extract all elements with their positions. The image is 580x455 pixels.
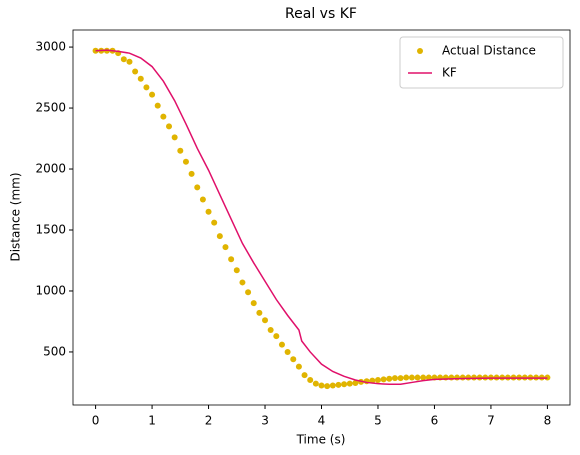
point xyxy=(256,309,263,316)
point xyxy=(425,374,432,381)
point xyxy=(120,56,127,63)
x-tick-label: 6 xyxy=(431,414,439,428)
point xyxy=(374,377,381,383)
x-tick-label: 5 xyxy=(374,414,382,428)
point xyxy=(290,356,297,363)
point xyxy=(414,374,421,381)
point xyxy=(335,381,342,388)
point xyxy=(386,375,393,382)
point xyxy=(465,374,472,381)
point xyxy=(391,375,398,382)
x-tick-label: 2 xyxy=(205,414,213,428)
point xyxy=(312,380,319,387)
point xyxy=(318,382,325,389)
point xyxy=(177,147,184,154)
x-tick-label: 7 xyxy=(487,414,495,428)
y-tick-label: 500 xyxy=(43,344,66,358)
point xyxy=(369,377,376,384)
point xyxy=(420,374,427,381)
point xyxy=(459,374,466,381)
point xyxy=(329,382,336,389)
y-tick-label: 1500 xyxy=(35,223,66,237)
point xyxy=(352,380,359,387)
point xyxy=(278,341,285,348)
point xyxy=(126,58,133,65)
point xyxy=(137,75,144,82)
point xyxy=(222,244,229,251)
point xyxy=(132,68,139,75)
point xyxy=(250,300,257,307)
chart-title: Real vs KF xyxy=(285,6,357,22)
point xyxy=(182,158,189,165)
point xyxy=(403,374,410,381)
point xyxy=(160,113,167,120)
legend-marker xyxy=(417,48,423,54)
y-tick-label: 1000 xyxy=(35,283,66,297)
y-tick-label: 3000 xyxy=(35,40,66,54)
point xyxy=(205,208,212,215)
point xyxy=(397,375,404,382)
point xyxy=(324,383,331,390)
point xyxy=(199,196,206,203)
point xyxy=(307,377,314,383)
y-axis-label: Distance (mm) xyxy=(9,172,23,261)
y-tick-label: 2000 xyxy=(35,162,66,176)
line xyxy=(95,49,548,386)
x-tick-label: 4 xyxy=(318,414,326,428)
legend-label: KF xyxy=(442,66,457,80)
point xyxy=(211,219,218,226)
point xyxy=(194,184,201,191)
point xyxy=(273,333,280,340)
point xyxy=(239,279,246,286)
point xyxy=(143,84,150,91)
point xyxy=(346,380,353,387)
point xyxy=(470,374,477,381)
y-tick-label: 2500 xyxy=(35,101,66,115)
point xyxy=(216,233,223,240)
point xyxy=(171,134,178,141)
point xyxy=(166,123,173,130)
point xyxy=(454,374,461,381)
x-tick-label: 8 xyxy=(544,414,552,428)
plot-frame xyxy=(72,29,571,406)
x-tick-label: 1 xyxy=(148,414,156,428)
legend-box xyxy=(399,36,564,89)
point xyxy=(228,256,235,263)
point xyxy=(188,170,195,177)
point xyxy=(284,348,291,355)
point xyxy=(154,102,161,109)
point xyxy=(295,363,302,370)
point xyxy=(380,376,387,383)
point xyxy=(245,289,252,296)
x-tick-label: 0 xyxy=(92,414,100,428)
point xyxy=(408,374,415,381)
legend-label: Actual Distance xyxy=(442,44,536,58)
point xyxy=(233,267,240,274)
point xyxy=(149,91,156,98)
point xyxy=(301,372,308,379)
x-axis-label: Time (s) xyxy=(296,433,346,447)
legend: Actual Distance KF xyxy=(399,36,564,89)
point xyxy=(267,327,274,333)
point xyxy=(341,381,348,388)
point xyxy=(262,317,269,324)
scatter-series xyxy=(92,47,551,390)
x-tick-label: 3 xyxy=(261,414,269,428)
